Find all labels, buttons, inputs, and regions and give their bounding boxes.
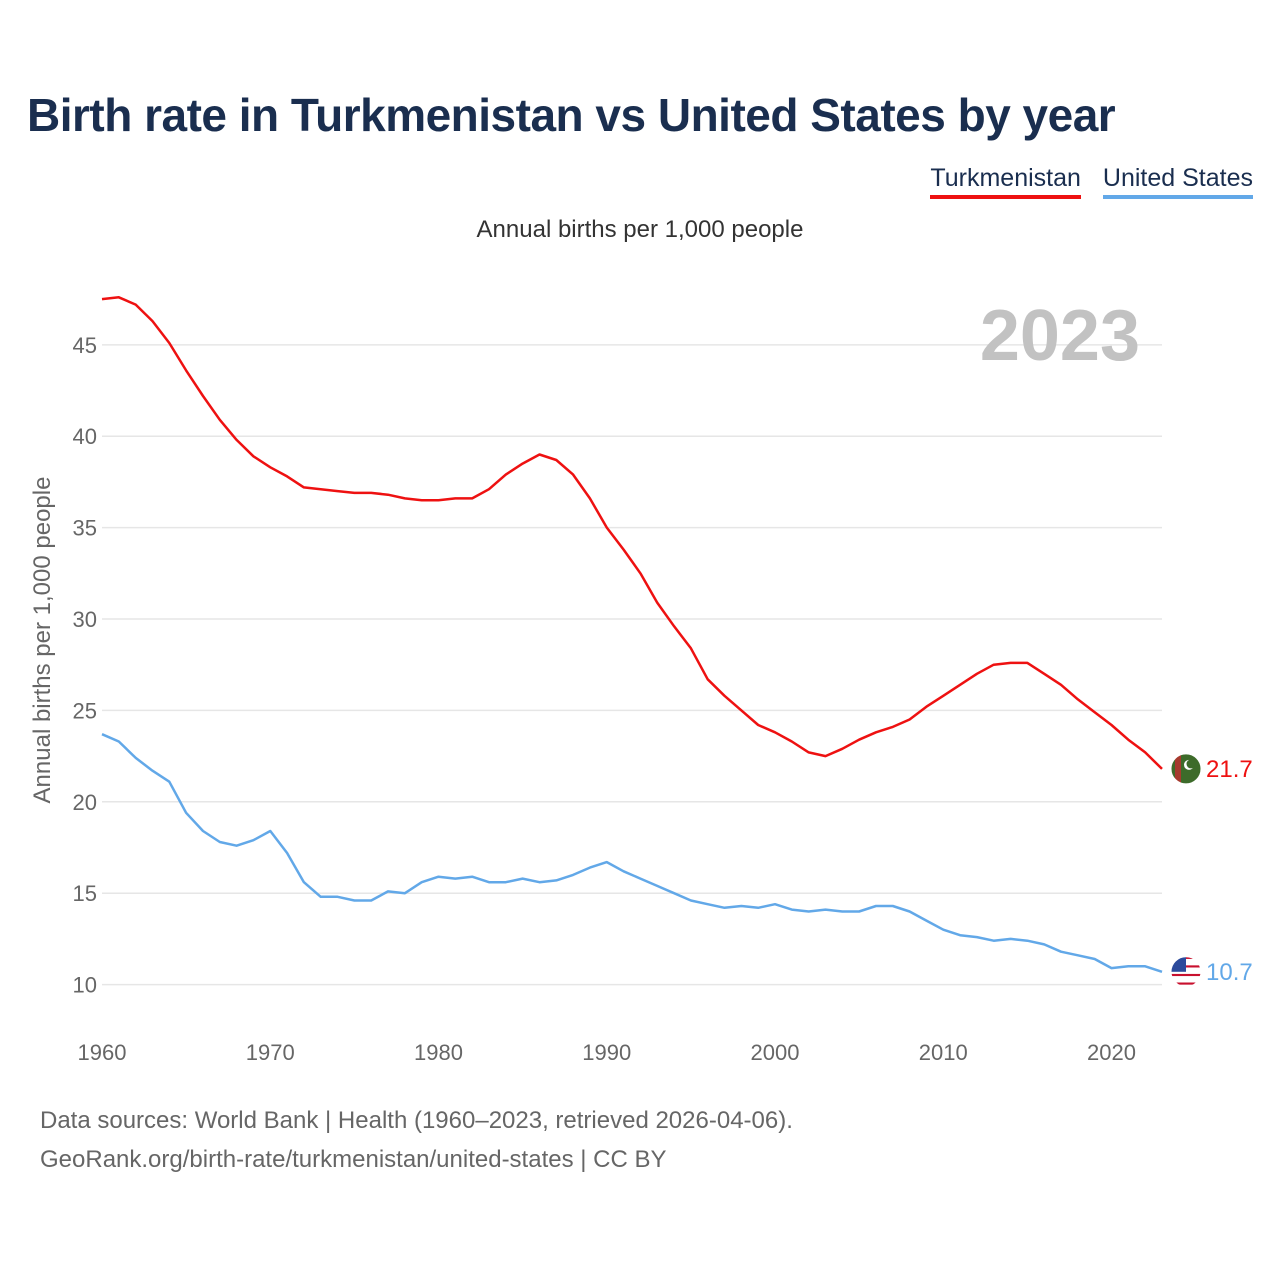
x-tick-label: 2010 <box>919 1040 968 1065</box>
y-tick-label: 10 <box>73 973 97 998</box>
y-tick-label: 45 <box>73 333 97 358</box>
legend: Turkmenistan United States <box>930 164 1253 199</box>
line-chart: 10 15 20 25 30 35 40 45 1960 1970 1980 1990 2000 201… <box>29 296 1253 1065</box>
y-tick-label: 25 <box>73 698 97 723</box>
y-tick-label: 30 <box>73 607 97 632</box>
gridlines <box>102 344 1162 986</box>
united-states-flag-icon <box>1170 956 1202 988</box>
end-value-label: 21.7 <box>1206 756 1253 783</box>
x-tick-label: 2020 <box>1087 1040 1136 1065</box>
y-tick-label: 15 <box>73 881 97 906</box>
x-axis-ticks: 1960 1970 1980 1990 2000 2010 2020 <box>78 1040 1136 1065</box>
end-value-label: 10.7 <box>1206 959 1253 986</box>
end-markers: 21.7 10.7 <box>1170 753 1253 988</box>
x-tick-label: 1990 <box>582 1040 631 1065</box>
x-tick-label: 1970 <box>246 1040 295 1065</box>
x-tick-label: 1980 <box>414 1040 463 1065</box>
chart-subtitle: Annual births per 1,000 people <box>476 216 804 243</box>
source-line-1: Data sources: World Bank | Health (1960–… <box>40 1107 793 1134</box>
legend-item-turkmenistan[interactable]: Turkmenistan <box>930 164 1081 199</box>
turkmenistan-flag-icon <box>1170 753 1202 785</box>
series-lines <box>101 296 1163 973</box>
x-tick-label: 1960 <box>78 1040 127 1065</box>
y-axis-ticks: 10 15 20 25 30 35 40 45 <box>73 333 97 998</box>
series-line-turkmenistan[interactable] <box>101 296 1163 770</box>
y-tick-label: 35 <box>73 516 97 541</box>
y-tick-label: 20 <box>73 790 97 815</box>
y-tick-label: 40 <box>73 424 97 449</box>
legend-item-united-states[interactable]: United States <box>1102 164 1253 199</box>
current-year-label: 2023 <box>980 296 1140 376</box>
chart-title: Birth rate in Turkmenistan vs United Sta… <box>27 89 1116 141</box>
source-line-2[interactable]: GeoRank.org/birth-rate/turkmenistan/unit… <box>40 1146 667 1173</box>
y-axis-label: Annual births per 1,000 people <box>29 477 56 804</box>
x-tick-label: 2000 <box>751 1040 800 1065</box>
series-line-united-states[interactable] <box>101 733 1163 973</box>
